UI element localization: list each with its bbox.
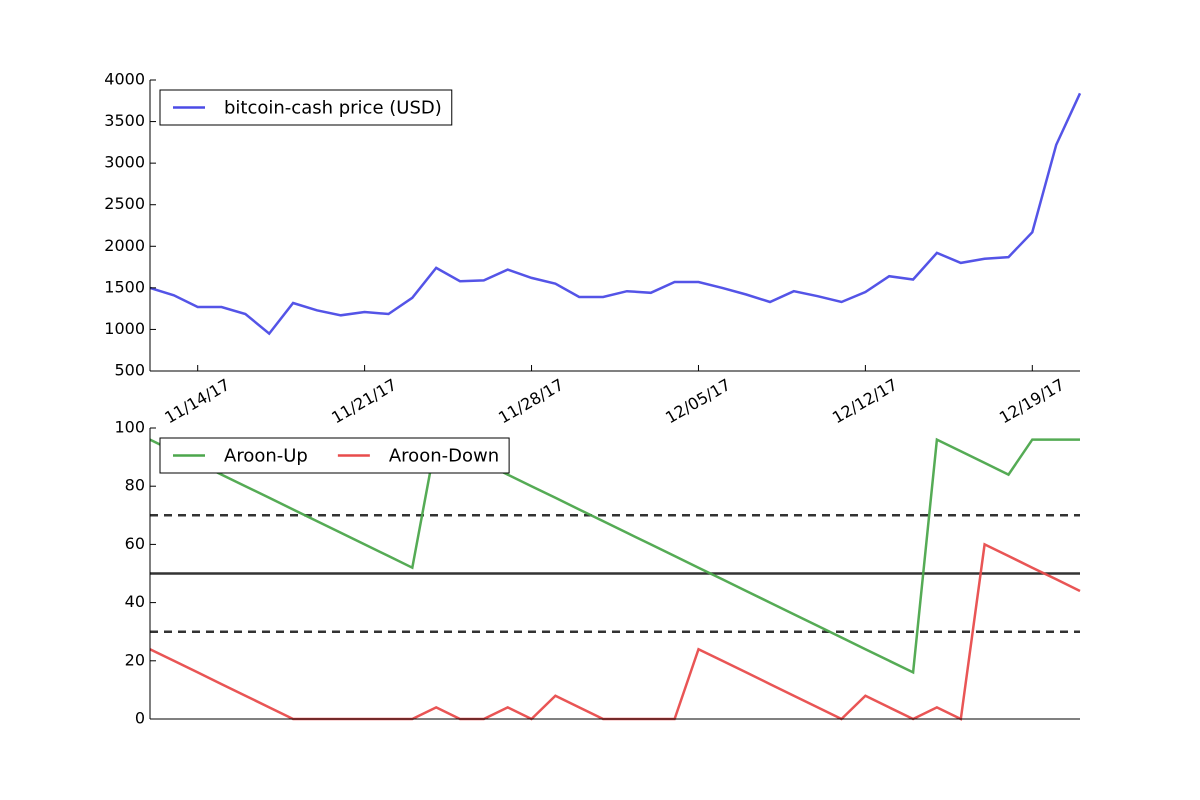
legend-box <box>159 437 510 474</box>
x-tick-label: 11/14/17 <box>161 375 233 427</box>
y-tick-label: 20 <box>125 650 145 669</box>
legend-label: bitcoin-cash price (USD) <box>224 98 442 119</box>
legend-label: Aroon-Down <box>389 446 499 467</box>
x-tick-label: 12/12/17 <box>829 375 901 427</box>
y-tick-label: 3000 <box>104 153 145 172</box>
x-tick-label: 11/21/17 <box>328 375 400 427</box>
y-tick-label: 1000 <box>104 319 145 338</box>
y-tick-label: 500 <box>114 361 145 380</box>
legend-label: Aroon-Up <box>224 446 308 467</box>
series-line <box>149 437 1080 675</box>
y-tick-label: 3500 <box>104 111 145 130</box>
y-tick-label: 80 <box>125 476 145 495</box>
x-tick-label: 11/28/17 <box>495 375 567 427</box>
y-tick-label: 40 <box>125 592 145 611</box>
x-tick-label: 12/05/17 <box>662 375 734 427</box>
y-tick-label: 2500 <box>104 194 145 213</box>
x-tick-label: 12/19/17 <box>996 375 1068 427</box>
y-tick-label: 1500 <box>104 277 145 296</box>
legend: Aroon-Up Aroon-Down <box>159 437 510 474</box>
series-line <box>149 92 1082 336</box>
legend: bitcoin-cash price (USD) <box>159 89 453 126</box>
y-tick-label: 0 <box>135 709 145 728</box>
y-tick-label: 100 <box>114 418 145 437</box>
legend-box <box>159 89 453 126</box>
y-tick-label: 60 <box>125 534 145 553</box>
y-tick-label: 4000 <box>104 70 145 89</box>
y-tick-label: 2000 <box>104 236 145 255</box>
